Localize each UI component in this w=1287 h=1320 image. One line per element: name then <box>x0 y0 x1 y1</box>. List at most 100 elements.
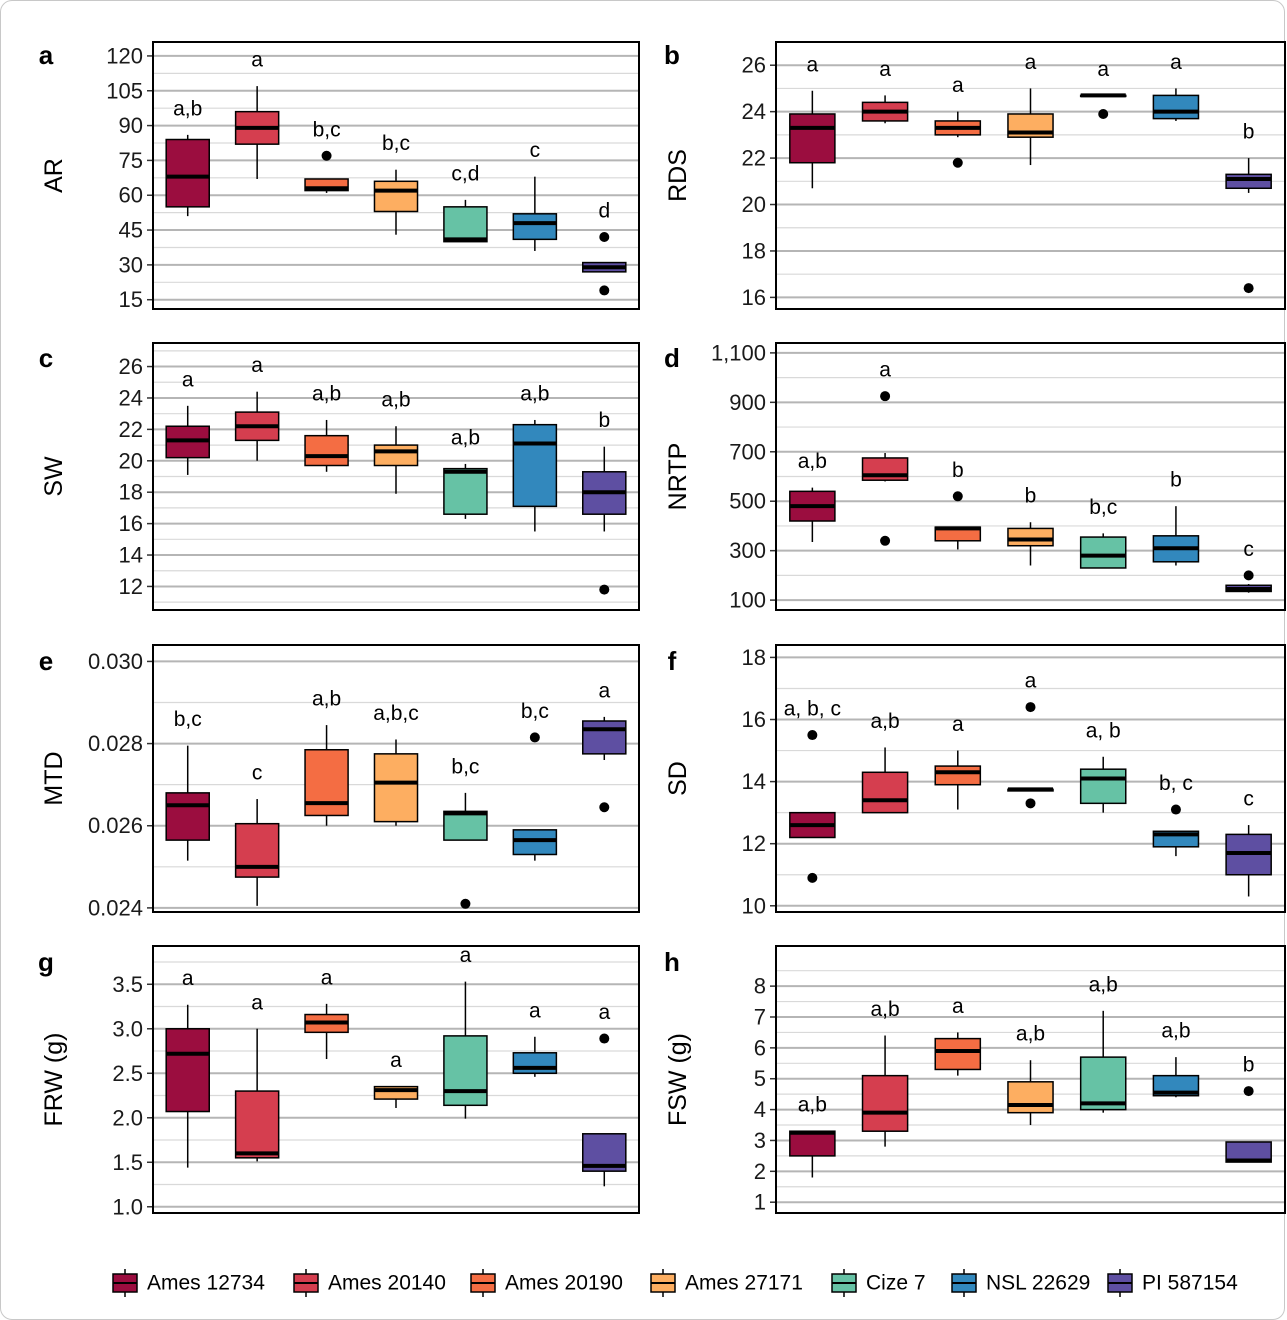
y-tick-label: 24 <box>119 385 143 410</box>
y-tick-label: 700 <box>729 439 766 464</box>
box-ames-20190: a,b <box>304 382 349 472</box>
box-ames-12734: a, b, c <box>784 698 841 883</box>
y-tick-label: 3 <box>754 1128 766 1153</box>
y-tick-label: 12 <box>742 831 766 856</box>
box-body <box>1007 527 1054 547</box>
significance-letter: a,b <box>798 450 827 473</box>
y-tick-label: 24 <box>742 99 766 124</box>
significance-letter: a,b <box>1089 973 1118 996</box>
panel-label: d <box>664 343 680 373</box>
box-nsl-22629: b,c <box>512 700 558 861</box>
y-axis-title: FRW (g) <box>40 1033 68 1127</box>
panel-border <box>152 644 640 913</box>
box-ames-12734: a,b <box>165 97 210 217</box>
box-ames-12734: b,c <box>165 708 210 861</box>
box-body <box>443 1035 488 1107</box>
y-tick-label: 0.028 <box>88 731 143 756</box>
panel-b: b 16 18 20 22 24 26 RDS a a a a a a b <box>664 40 1286 310</box>
panel-label: f <box>668 646 677 676</box>
legend-item: Ames 27171 <box>650 1269 803 1297</box>
y-tick-label: 22 <box>119 417 143 442</box>
outlier-point <box>1243 570 1254 581</box>
significance-letter: a <box>182 967 194 990</box>
significance-letter: a,b <box>312 382 341 405</box>
significance-letter: a <box>251 354 263 377</box>
outlier-point <box>599 285 610 296</box>
legend-label: Cize 7 <box>866 1272 926 1295</box>
box-body <box>165 792 210 841</box>
y-tick-label: 12 <box>119 574 143 599</box>
significance-letter: d <box>598 200 610 223</box>
legend-item: NSL 22629 <box>951 1269 1090 1297</box>
box-body <box>512 829 558 856</box>
y-tick-label: 75 <box>119 148 143 173</box>
significance-letter: b <box>1243 121 1255 144</box>
box-ames-20140: a,b <box>861 998 909 1147</box>
significance-letter: b,c <box>174 708 202 731</box>
box-body <box>443 467 488 515</box>
box-ames-20140: a <box>861 359 909 546</box>
significance-letter: a <box>807 53 819 76</box>
panel-f: f 10 12 14 16 18 SD a, b, c a,b a a a, b b, c c <box>664 644 1286 918</box>
y-axis-title: AR <box>40 158 68 193</box>
panel-label: b <box>664 40 680 70</box>
box-ames-20190: a,b <box>304 688 349 826</box>
y-tick-label: 2.0 <box>112 1105 143 1130</box>
y-tick-label: 16 <box>742 707 766 732</box>
significance-letter: a,b <box>870 998 899 1021</box>
y-tick-label: 20 <box>119 448 143 473</box>
box-body <box>512 423 558 508</box>
panel-label: h <box>664 947 680 977</box>
significance-letter: b <box>1025 485 1037 508</box>
box-ames-20190: a <box>304 966 349 1060</box>
y-tick-label: 1.5 <box>112 1150 143 1175</box>
panel-border <box>152 41 640 310</box>
y-tick-label: 10 <box>742 893 766 918</box>
box-cize-7: a,b <box>443 426 488 519</box>
significance-letter: a <box>251 991 263 1014</box>
y-tick-label: 60 <box>119 183 143 208</box>
outlier-point <box>599 232 610 243</box>
box-body <box>512 213 558 241</box>
box-cize-7: b,c <box>1079 496 1127 569</box>
box-nsl-22629: a,b <box>512 382 558 532</box>
panel-c: c 12 14 16 18 20 22 24 26 SW a a a,b a,b a,b a,b b <box>39 342 640 611</box>
panel-border <box>775 41 1286 310</box>
significance-letter: b <box>1243 1054 1255 1077</box>
outlier-point <box>880 535 891 546</box>
significance-letter: a <box>529 999 541 1022</box>
box-ames-27171: a <box>1007 51 1054 166</box>
y-tick-label: 4 <box>754 1097 766 1122</box>
box-body <box>789 113 836 164</box>
box-ames-20190: b <box>934 459 982 550</box>
y-tick-label: 500 <box>729 489 766 514</box>
outlier-point <box>952 157 963 168</box>
panel-g: g 1.0 1.5 2.0 2.5 3.0 3.5 FRW (g) a a a a a a a <box>38 944 640 1219</box>
box-ames-12734: a,b <box>789 1094 836 1178</box>
panel-border <box>152 945 640 1214</box>
y-tick-label: 22 <box>742 146 766 171</box>
box-ames-12734: a <box>165 967 210 1168</box>
outlier-point <box>1243 1086 1254 1097</box>
box-body <box>373 180 419 213</box>
box-body <box>934 765 982 786</box>
box-body <box>165 138 210 208</box>
panel-e: e 0.024 0.026 0.028 0.030 MTD b,c c a,b a,b,c b,c b… <box>39 644 640 920</box>
box-body <box>861 771 909 814</box>
box-body <box>1079 536 1127 569</box>
box-ames-20140: c <box>234 762 280 906</box>
y-tick-label: 45 <box>119 218 143 243</box>
y-tick-label: 1,100 <box>711 340 766 365</box>
y-tick-label: 0.026 <box>88 813 143 838</box>
box-body <box>443 810 488 841</box>
y-tick-label: 18 <box>742 238 766 263</box>
panel-label: c <box>39 343 53 373</box>
box-ames-27171: b <box>1007 485 1054 566</box>
significance-letter: b,c <box>1089 496 1117 519</box>
y-tick-label: 1 <box>754 1190 766 1215</box>
legend-item: Ames 12734 <box>112 1269 265 1297</box>
significance-letter: a,b <box>173 97 202 120</box>
box-body <box>1079 768 1127 805</box>
y-tick-label: 14 <box>119 543 143 568</box>
